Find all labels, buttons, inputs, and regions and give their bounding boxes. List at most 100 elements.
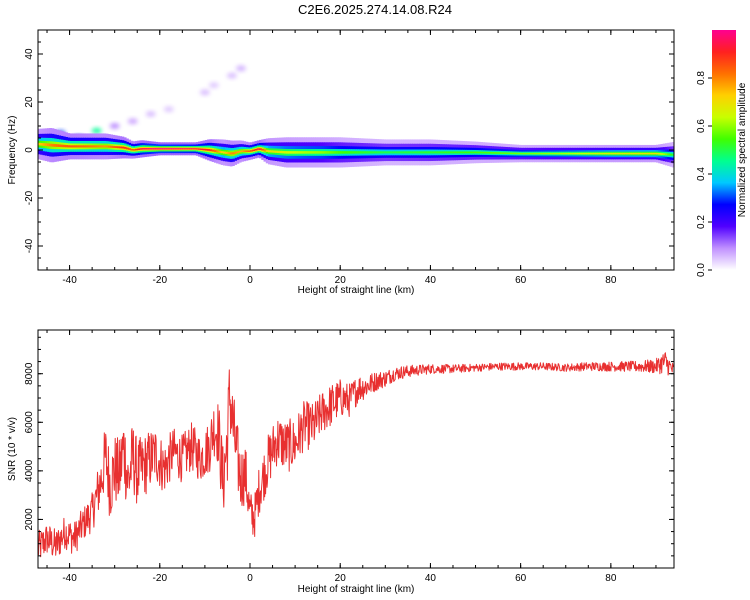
spectrogram-blob <box>109 123 120 129</box>
spectrogram-ridge-cell <box>568 152 571 155</box>
spectrogram-ridge-cell <box>577 152 580 155</box>
spectrogram-ridge-cell <box>200 148 204 150</box>
spectrogram-ridge-cell <box>513 152 517 155</box>
spectrogram-x-tick-label: 20 <box>335 275 347 286</box>
spectrogram-ridge-cell <box>394 151 398 154</box>
spectrogram-ridge-cell <box>292 151 296 154</box>
spectrogram-blob <box>163 106 174 113</box>
spectrogram-ridge-cell <box>234 151 238 154</box>
spectrogram-ridge-cell <box>495 152 499 154</box>
spectrogram-ridge-cell <box>640 152 644 155</box>
spectrogram-ridge-cell <box>448 151 452 154</box>
spectrogram-ridge-cell <box>286 151 289 154</box>
spectrogram-ridge-cell <box>610 152 614 155</box>
chart-title: C2E6.2025.274.14.08.R24 <box>298 2 452 17</box>
spectrogram-ridge-cell <box>78 145 82 148</box>
spectrogram-ridge-cell <box>331 151 335 154</box>
spectrogram-ridge-cell <box>83 145 86 148</box>
spectrogram-ridge-cell <box>333 151 337 154</box>
spectrogram-x-tick-label: -20 <box>153 275 168 286</box>
spectrogram-ridge-cell <box>245 150 249 152</box>
spectrogram-ridge-cell <box>563 152 567 155</box>
spectrogram-blob <box>235 65 246 72</box>
spectrogram-ridge-cell <box>349 151 353 154</box>
spectrogram-ridge-cell <box>322 151 326 154</box>
spectrogram-ridge-cell <box>128 148 132 150</box>
spectrogram-ridge-cell <box>263 149 267 152</box>
spectrogram-ridge-cell <box>80 145 84 148</box>
spectrogram-ridge-cell <box>637 152 641 155</box>
spectrogram-ridge-cell <box>51 143 55 147</box>
spectrogram-ridge-cell <box>38 142 41 146</box>
spectrogram-ridge-cell <box>516 152 519 155</box>
spectrogram-ridge-cell <box>365 151 368 154</box>
spectrogram-ridge-cell <box>471 151 474 154</box>
spectrogram-ridge-cell <box>626 152 630 155</box>
spectrogram-ridge-cell <box>498 152 501 154</box>
spectrogram-ridge-cell <box>326 151 330 154</box>
spectrogram-ridge-cell <box>308 151 312 154</box>
spectrogram-ridge-cell <box>525 152 529 155</box>
spectrogram-blob <box>91 127 102 134</box>
spectrogram-ridge-cell <box>520 152 524 155</box>
spectrogram-ridge-cell <box>42 143 46 146</box>
spectrogram-ridge-cell <box>340 151 344 154</box>
spectrogram-ridge-cell <box>137 148 141 150</box>
spectrogram-panel: -40 -20 0 20 40 60 80 -40 -20 0 20 40 Height of st… <box>7 29 675 296</box>
spectrogram-ridge-cell <box>301 151 305 154</box>
spectrogram-ridge-cell <box>351 151 355 154</box>
spectrogram-ridge-cell <box>123 147 127 149</box>
spectrogram-ridge-cell <box>56 144 59 147</box>
spectrogram-ridge-cell <box>437 151 441 154</box>
spectrogram-ridge-cell <box>554 152 558 155</box>
spectrogram-ridge-cell <box>599 152 603 155</box>
spectrogram-ridge-cell <box>92 145 95 148</box>
spectrogram-ridge-cell <box>628 152 632 155</box>
spectrogram-ridge-cell <box>511 152 515 155</box>
spectrogram-ridge-cell <box>288 151 292 154</box>
spectrogram-ridge-cell <box>579 152 583 155</box>
spectrogram-ridge-cell <box>295 151 298 154</box>
spectrogram-ridge-cell <box>110 145 114 148</box>
spectrogram-ridge-cell <box>222 151 226 154</box>
spectrogram-ridge-cell <box>574 152 578 155</box>
spectrogram-ridge-cell <box>306 151 310 154</box>
spectrogram-y-tick-label: -20 <box>24 190 35 205</box>
spectrogram-ridge-cell <box>493 152 497 154</box>
spectrogram-ridge-cell <box>247 150 251 152</box>
spectrogram-ridge-cell <box>213 150 217 152</box>
spectrogram-ridge-cell <box>642 152 646 155</box>
spectrogram-ridge-cell <box>313 151 317 154</box>
snr-series-line <box>38 352 674 558</box>
spectrogram-ridge-cell <box>660 153 664 155</box>
spectrogram-ridge-cell <box>207 149 211 151</box>
spectrogram-ridge-cell <box>595 152 598 155</box>
spectrogram-ridge-cell <box>220 151 224 154</box>
spectrogram-ridge-cell <box>588 152 592 155</box>
spectrogram-ridge-cell <box>570 152 574 155</box>
spectrogram-ridge-cell <box>522 152 526 155</box>
spectrogram-ridge-cell <box>180 148 183 150</box>
spectrogram-ridge-cell <box>473 151 477 154</box>
spectrogram-ridge-cell <box>664 153 668 156</box>
colorbar-tick-label: 0.2 <box>696 215 707 229</box>
spectrogram-ridge-cell <box>441 151 445 154</box>
spectrogram-ridge-cell <box>586 152 589 155</box>
spectrogram-y-ticks: -40 -20 0 20 40 <box>24 29 674 271</box>
spectrogram-ridge-cell <box>534 152 538 155</box>
spectrogram-ridge-cell <box>49 143 53 147</box>
spectrogram-ridge-cell <box>455 151 459 154</box>
spectrogram-ridge-cell <box>277 150 280 154</box>
spectrogram-ridge-cell <box>317 151 321 154</box>
spectrogram-ridge-cell <box>662 153 666 156</box>
spectrogram-ridge-cell <box>146 148 150 150</box>
spectrogram-ridge-cell <box>337 151 341 154</box>
spectrogram-ridge-cell <box>346 151 350 154</box>
spectrogram-y-tick-label: 20 <box>24 96 35 108</box>
spectrogram-x-tick-label: 40 <box>425 275 437 286</box>
snr-panel: -40 -20 0 20 40 60 80 2000 4000 6000 8000 Height … <box>7 329 675 595</box>
spectrogram-ridge-cell <box>403 151 407 154</box>
spectrogram-ridge-cell <box>231 152 235 155</box>
spectrogram-ridge-cell <box>62 144 66 148</box>
